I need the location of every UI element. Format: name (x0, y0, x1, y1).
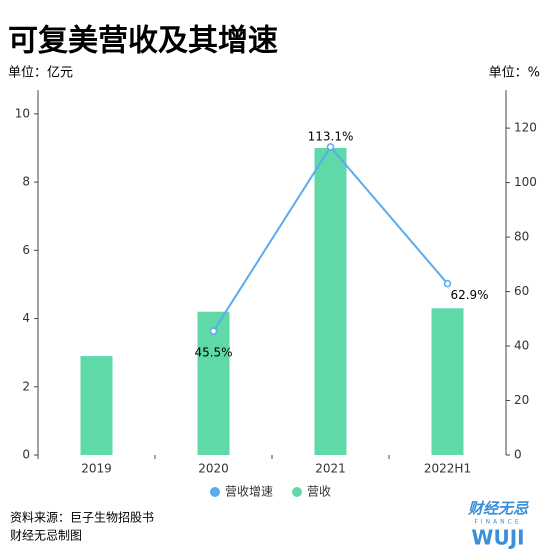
point (326, 143, 335, 151)
point (209, 327, 218, 335)
bar (80, 356, 113, 455)
legend-label: 营收 (307, 485, 331, 499)
y-tick-label: 4 (22, 311, 30, 325)
bar (431, 308, 464, 455)
logo-sub: FINANCE (474, 519, 521, 526)
y-tick-label: 8 (22, 175, 30, 189)
y2-tick-label: 40 (514, 339, 529, 353)
logo-mark: WUJI (471, 526, 524, 550)
y2-tick-label: 60 (514, 284, 529, 298)
legend-marker (292, 487, 303, 497)
source: 资料来源：巨子生物招股书 (10, 511, 154, 525)
logo-name: 财经无忌 (467, 500, 529, 518)
y-tick-label: 6 (22, 243, 30, 257)
x-tick-label: 2019 (81, 462, 112, 476)
y2-tick-label: 120 (514, 121, 537, 135)
y-tick-label: 2 (22, 379, 30, 393)
y-tick-label: 10 (15, 106, 30, 120)
y-tick-label: 0 (22, 448, 30, 462)
y2-tick-label: 0 (514, 448, 522, 462)
y2-axis-label: 单位：% (489, 66, 540, 81)
bar (197, 311, 230, 455)
y2-tick-label: 20 (514, 393, 529, 407)
bar (314, 147, 347, 455)
point (443, 279, 452, 288)
data-label: 45.5% (194, 346, 232, 360)
data-label: 113.1% (308, 129, 354, 143)
credit: 财经无忌制图 (10, 529, 82, 543)
legend-label: 营收增速 (225, 485, 273, 499)
y-axis-label: 单位：亿元 (8, 66, 73, 81)
data-label: 62.9% (450, 288, 488, 302)
y2-tick-label: 100 (514, 175, 537, 189)
legend-marker (210, 487, 220, 497)
chart-title: 可复美营收及其增速 (8, 24, 278, 59)
x-tick-label: 2020 (198, 462, 229, 476)
x-tick-label: 2021 (315, 462, 346, 476)
y2-tick-label: 80 (514, 230, 529, 244)
x-tick-label: 2022H1 (424, 462, 471, 476)
